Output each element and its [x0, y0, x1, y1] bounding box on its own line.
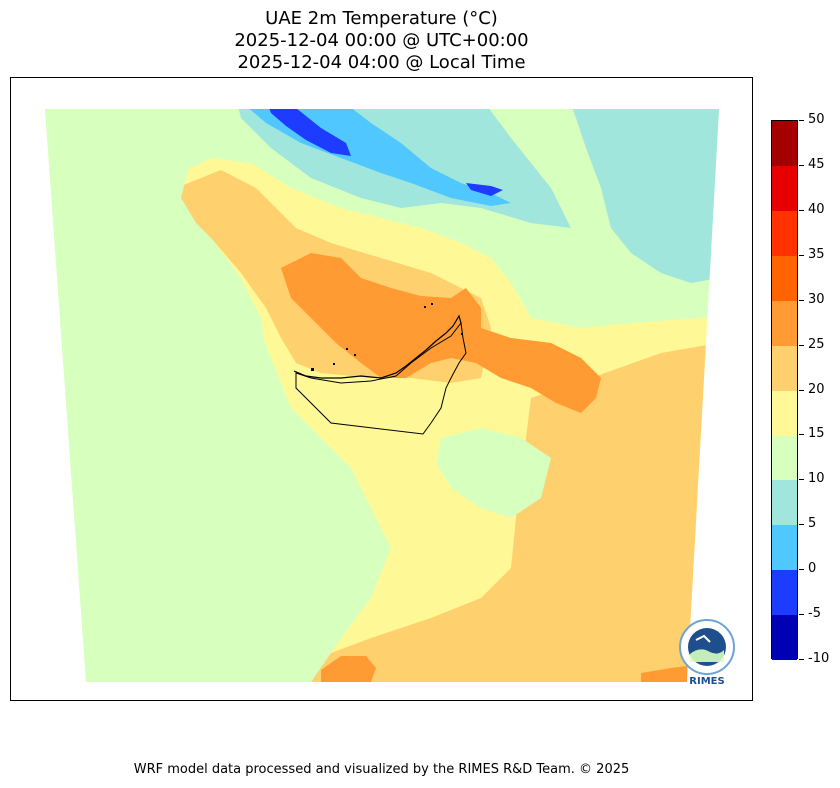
- colorbar-segment: [772, 480, 797, 526]
- chart-title-line-1: UAE 2m Temperature (°C): [265, 8, 498, 29]
- uae-coastline: [293, 314, 462, 379]
- colorbar-segment: [772, 615, 797, 661]
- colorbar-segment: [772, 121, 797, 166]
- region-green-interior: [436, 428, 551, 518]
- rimes-logo-icon: [679, 619, 735, 675]
- colorbar-segment: [772, 300, 797, 346]
- region-orange-south: [321, 656, 376, 682]
- colorbar-tick-label: 35: [808, 247, 825, 262]
- colorbar-segment: [772, 345, 797, 391]
- colorbar-tick-label: 5: [808, 516, 817, 531]
- region-cold-patch: [466, 183, 503, 196]
- region-green-west: [45, 109, 386, 682]
- map-frame: [10, 77, 753, 701]
- colorbar-tick: [799, 614, 804, 615]
- colorbar-tick: [799, 255, 804, 256]
- colorbar: [771, 120, 798, 661]
- colorbar-segment: [772, 435, 797, 481]
- region-orange-gulf: [281, 253, 601, 413]
- region-tan-southeast: [311, 343, 719, 682]
- colorbar-segment: [772, 255, 797, 301]
- colorbar-tick: [799, 569, 804, 570]
- colorbar-tick-label: 45: [808, 157, 825, 172]
- colorbar-tick: [799, 524, 804, 525]
- uae-border: [295, 321, 467, 435]
- chart-title-line-3: 2025-12-04 04:00 @ Local Time: [237, 52, 526, 73]
- colorbar-tick: [799, 300, 804, 301]
- region-orange-southeast: [641, 666, 687, 682]
- colorbar-tick-label: 0: [808, 561, 817, 576]
- colorbar-tick-label: -5: [808, 606, 821, 621]
- region-mild-northeast: [571, 109, 719, 283]
- colorbar-segment: [772, 390, 797, 436]
- colorbar-tick-label: 10: [808, 471, 825, 486]
- colorbar-tick: [799, 210, 804, 211]
- colorbar-segment: [772, 525, 797, 571]
- colorbar-tick: [799, 434, 804, 435]
- colorbar-tick-label: 15: [808, 426, 825, 441]
- temperature-map: [45, 109, 719, 682]
- colorbar-tick-label: 30: [808, 292, 825, 307]
- region-cold-north: [266, 109, 351, 156]
- colorbar-tick: [799, 120, 804, 121]
- colorbar-tick: [799, 165, 804, 166]
- colorbar-segment: [772, 210, 797, 256]
- colorbar-tick-label: 40: [808, 202, 825, 217]
- colorbar-tick-label: -10: [808, 651, 830, 666]
- colorbar-tick: [799, 390, 804, 391]
- uae-islands: [311, 303, 463, 371]
- colorbar-tick: [799, 479, 804, 480]
- chart-title-line-2: 2025-12-04 00:00 @ UTC+00:00: [234, 30, 529, 51]
- colorbar-tick: [799, 345, 804, 346]
- colorbar-tick-label: 20: [808, 382, 825, 397]
- colorbar-tick-label: 50: [808, 112, 825, 127]
- colorbar-tick-label: 25: [808, 337, 825, 352]
- rimes-logo-text: RIMES: [689, 676, 725, 687]
- colorbar-tick: [799, 659, 804, 660]
- colorbar-segment: [772, 165, 797, 211]
- footer-credit: WRF model data processed and visualized …: [133, 762, 630, 777]
- colorbar-segment: [772, 570, 797, 616]
- rimes-logo: RIMES: [676, 618, 738, 688]
